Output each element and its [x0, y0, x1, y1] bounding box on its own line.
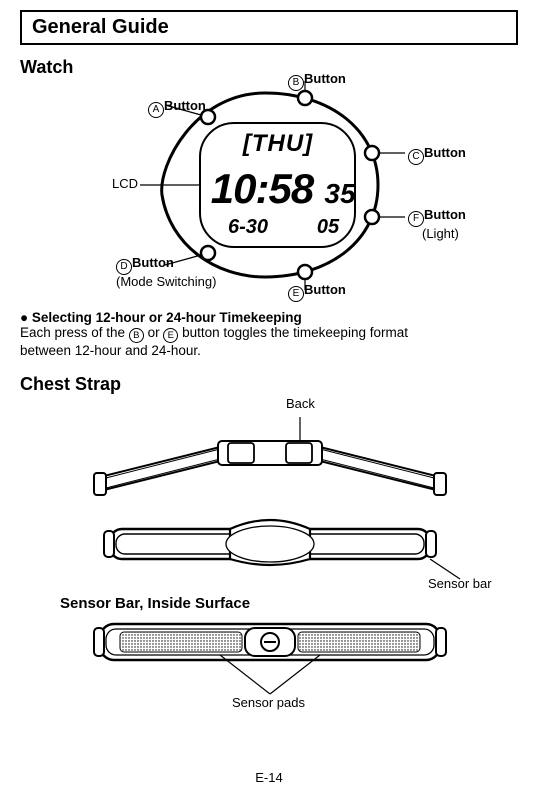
- label-c-text: Button: [424, 145, 466, 160]
- svg-text:35: 35: [324, 178, 356, 209]
- svg-text:05: 05: [317, 216, 340, 238]
- label-f-sub: (Light): [408, 226, 459, 241]
- label-back: Back: [286, 397, 315, 412]
- circle-f-icon: F: [408, 211, 424, 227]
- body-1c: button toggles the timekeeping format: [178, 325, 408, 340]
- label-e: EButton: [288, 283, 346, 302]
- chest-svg: [20, 399, 520, 589]
- label-f: FButton (Light): [408, 208, 466, 242]
- page-title: General Guide: [32, 16, 169, 38]
- label-sensor-bar: Sensor bar: [428, 577, 492, 592]
- label-f-text: Button: [424, 207, 466, 222]
- sensor-bar-heading: Sensor Bar, Inside Surface: [60, 595, 518, 612]
- section-watch-heading: Watch: [20, 57, 518, 78]
- body-2: between 12-hour and 24-hour.: [20, 343, 201, 358]
- sensor-bar-inside-diagram: Sensor pads: [20, 616, 518, 736]
- label-d: DButton (Mode Switching): [116, 256, 216, 290]
- label-c: CButton: [408, 146, 466, 165]
- circle-c-icon: C: [408, 149, 424, 165]
- circle-e-icon: E: [288, 286, 304, 302]
- sensorbar-svg: [20, 616, 520, 736]
- label-d-sub: (Mode Switching): [116, 274, 216, 289]
- svg-text:10:58: 10:58: [211, 165, 315, 212]
- svg-text:6-30: 6-30: [228, 216, 268, 238]
- bullet-dot: ●: [20, 310, 32, 325]
- circle-a-icon: A: [148, 102, 164, 118]
- watch-svg: [THU] 10:58 35 6-30 05: [20, 80, 520, 290]
- chest-strap-diagram: Back Sensor bar: [20, 399, 518, 589]
- label-a-text: Button: [164, 98, 206, 113]
- page-number: E-14: [0, 770, 538, 785]
- circle-d-icon: D: [116, 259, 132, 275]
- label-a: AButton: [148, 99, 206, 118]
- label-lcd: LCD: [112, 177, 138, 192]
- circle-e-inline-icon: E: [163, 328, 178, 343]
- body-paragraph: Each press of the B or E button toggles …: [20, 325, 518, 360]
- bullet-heading-text: Selecting 12-hour or 24-hour Timekeeping: [32, 310, 302, 325]
- bullet-heading: ● Selecting 12-hour or 24-hour Timekeepi…: [20, 310, 518, 325]
- watch-diagram: [THU] 10:58 35 6-30 05: [20, 80, 518, 290]
- label-d-text: Button: [132, 255, 174, 270]
- label-sensor-pads: Sensor pads: [232, 696, 305, 711]
- svg-text:[THU]: [THU]: [242, 130, 313, 157]
- title-box: General Guide: [20, 10, 518, 45]
- label-b-text: Button: [304, 71, 346, 86]
- circle-b-icon: B: [288, 75, 304, 91]
- section-chest-heading: Chest Strap: [20, 374, 518, 395]
- label-b: BButton: [288, 72, 346, 91]
- circle-b-inline-icon: B: [129, 328, 144, 343]
- body-1b: or: [144, 325, 164, 340]
- body-1a: Each press of the: [20, 325, 129, 340]
- label-e-text: Button: [304, 282, 346, 297]
